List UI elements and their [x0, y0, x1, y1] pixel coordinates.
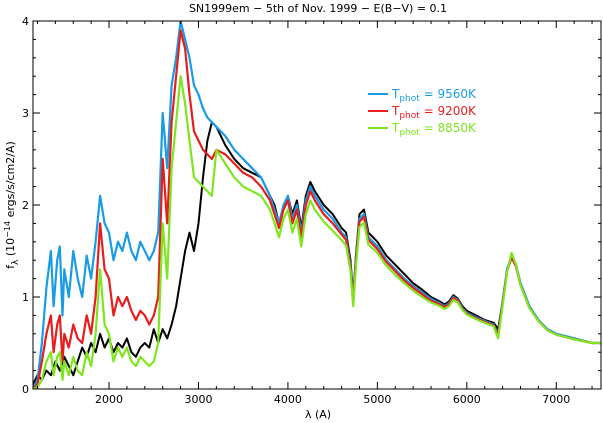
legend-label-2: Tphot = 9200K	[391, 104, 477, 121]
legend-item-3: Tphot = 8850K	[368, 121, 477, 138]
legend-label-3: Tphot = 8850K	[391, 121, 477, 138]
x-tick-label: 4000	[274, 393, 302, 406]
series-line-8850k	[33, 75, 601, 389]
y-label-prefix: f	[4, 264, 17, 269]
x-tick-label: 6000	[453, 393, 481, 406]
series-layer	[33, 21, 601, 389]
legend-label-1: Tphot = 9560K	[391, 87, 477, 104]
y-label-open: (10	[4, 238, 17, 260]
x-tick-label: 7000	[542, 393, 570, 406]
x-axis-label: λ (A)	[305, 408, 331, 421]
series-line-observed	[33, 121, 601, 385]
x-axis: 2000 3000 4000 5000 6000 7000	[36, 21, 593, 406]
y-label-sub: λ	[11, 259, 21, 265]
y-tick-label: 0	[22, 383, 29, 396]
y-tick-label: 3	[22, 107, 29, 120]
y-tick-label: 2	[22, 199, 29, 212]
y-tick-label: 4	[22, 15, 29, 28]
x-tick-label: 5000	[363, 393, 391, 406]
legend-item-1: Tphot = 9560K	[368, 87, 477, 104]
legend-item-2: Tphot = 9200K	[368, 104, 477, 121]
y-axis: 0 1 2 3 4	[22, 15, 601, 396]
y-tick-label: 1	[22, 291, 29, 304]
y-axis-label: fλ (10−14 ergs/s/cm2/A)	[3, 141, 21, 269]
chart-title: SN1999em − 5th of Nov. 1999 − E(B−V) = 0…	[189, 2, 447, 15]
y-label-exp: −14	[3, 221, 12, 238]
x-tick-label: 2000	[95, 393, 123, 406]
series-line-9200k	[33, 29, 601, 389]
x-tick-label: 3000	[184, 393, 212, 406]
y-label-rest: ergs/s/cm2/A)	[4, 141, 17, 221]
legend: Tphot = 9560K Tphot = 9200K Tphot = 8850…	[368, 87, 477, 138]
